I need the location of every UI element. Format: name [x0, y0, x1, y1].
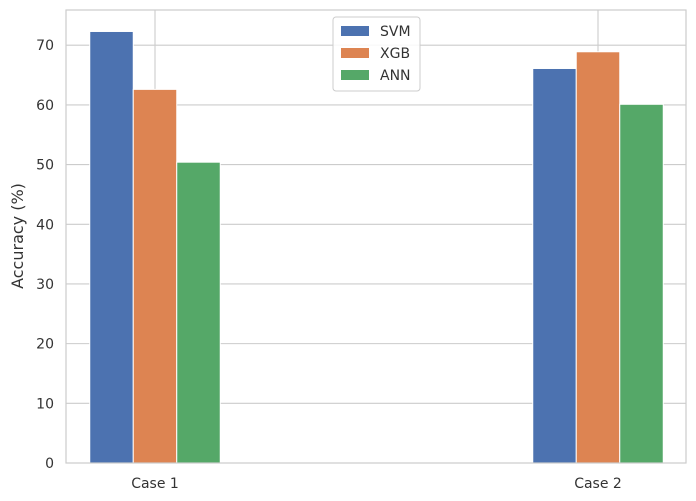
bar-xgb-2 — [575, 51, 621, 464]
bar-svm-1 — [89, 30, 134, 464]
y-tick-label: 60 — [36, 98, 54, 114]
y-tick-label: 30 — [36, 277, 54, 293]
legend-label-xgb: XGB — [380, 46, 410, 62]
legend-swatch-xgb — [341, 48, 369, 58]
legend-swatch-ann — [341, 70, 369, 80]
y-tick-label: 70 — [36, 38, 54, 54]
x-tick-labels: Case 1 Case 2 — [131, 476, 622, 492]
y-tick-label: 50 — [36, 158, 54, 174]
legend-label-svm: SVM — [380, 24, 411, 40]
bars-group — [89, 30, 664, 464]
x-tick-label: Case 1 — [131, 476, 179, 492]
y-tick-label: 10 — [36, 396, 54, 412]
bar-ann-1 — [176, 161, 221, 464]
bar-svm-2 — [532, 67, 577, 464]
y-tick-label: 20 — [36, 337, 54, 353]
plot-frame — [65, 9, 687, 464]
y-axis-label: Accuracy (%) — [8, 183, 27, 289]
bar-xgb-1 — [132, 88, 178, 464]
legend-label-ann: ANN — [380, 68, 411, 84]
y-tick-label: 40 — [36, 217, 54, 233]
x-tick-label: Case 2 — [574, 476, 622, 492]
legend-swatch-svm — [341, 26, 369, 36]
legend: SVM XGB ANN — [332, 16, 421, 92]
y-tick-label: 0 — [45, 456, 54, 472]
y-tick-labels: 0 10 20 30 40 50 60 70 — [36, 38, 54, 472]
bar-ann-2 — [619, 103, 664, 464]
